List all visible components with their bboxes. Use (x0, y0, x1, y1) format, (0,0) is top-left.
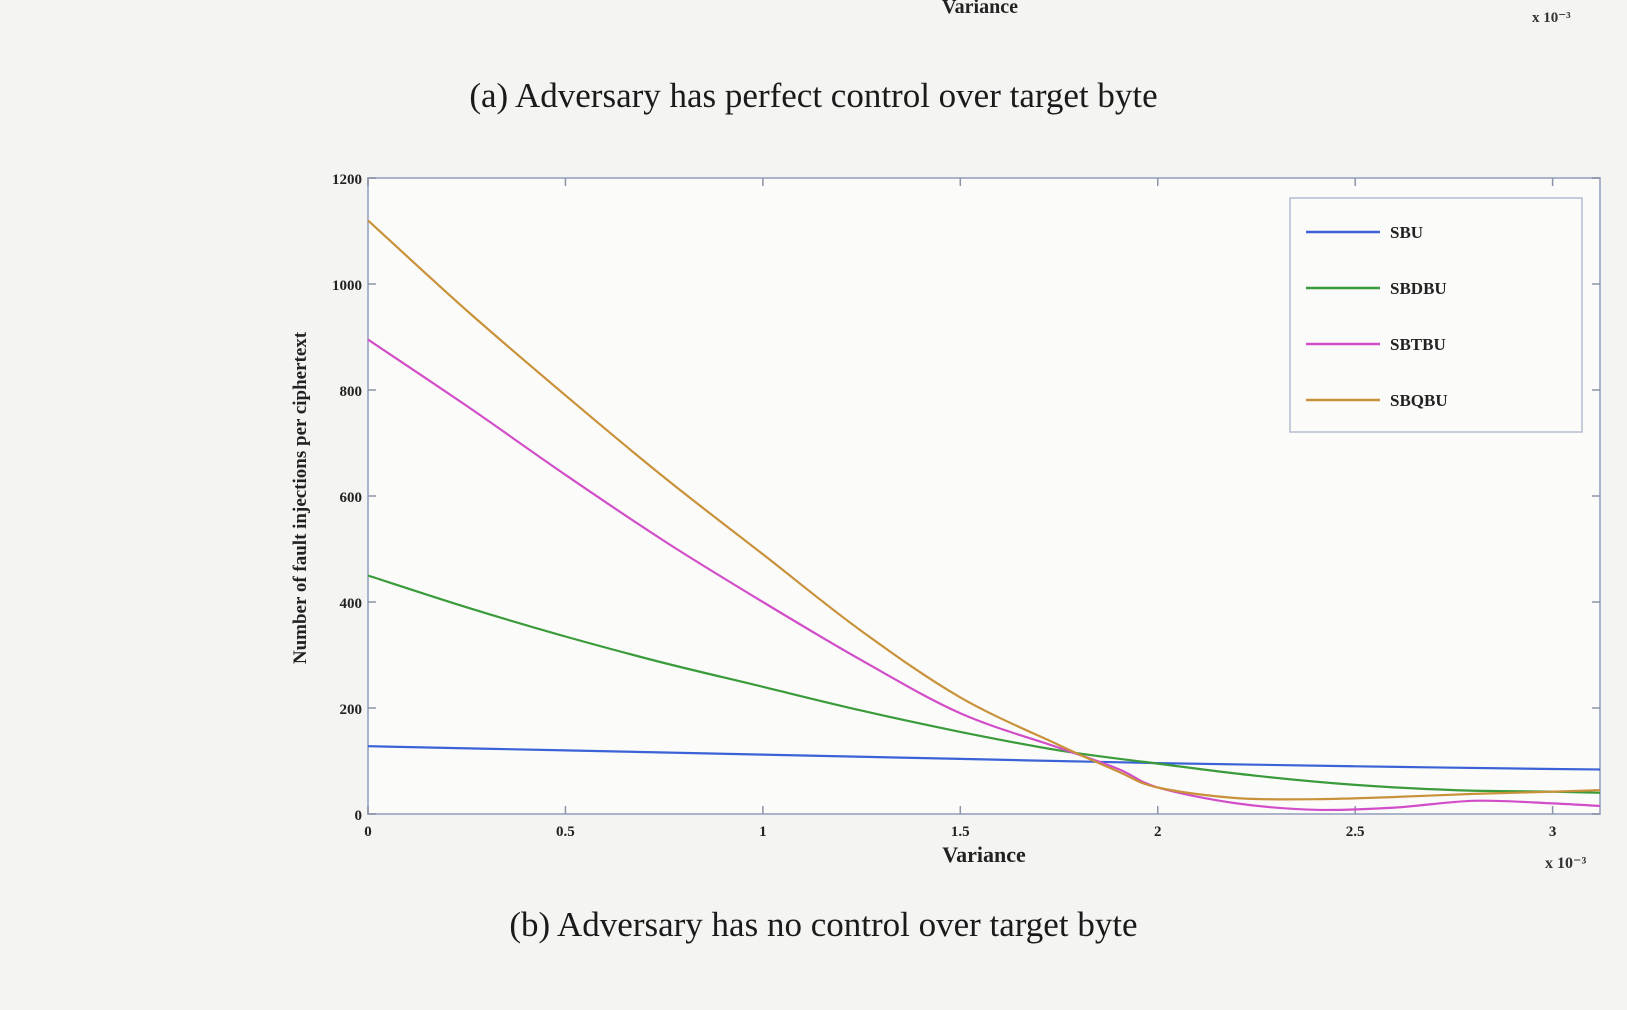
x-tick-label: 0 (364, 824, 372, 840)
y-tick-label: 1200 (332, 172, 362, 188)
legend: SBU SBDBU SBTBU SBQBU (1289, 197, 1583, 433)
y-tick-label: 600 (340, 490, 363, 506)
legend-label-sbu: SBU (1390, 223, 1423, 242)
x-tick-label: 1 (759, 824, 767, 840)
y-tick-label: 0 (355, 808, 363, 824)
x-tick-label: 0.5 (556, 824, 575, 840)
caption-b: (b) Adversary has no control over target… (509, 905, 1138, 944)
y-tick-label: 1000 (332, 278, 362, 294)
y-tick-label: 400 (340, 596, 363, 612)
y-axis-label: Number of fault injections per ciphertex… (290, 331, 311, 664)
series-line-sbtbu (367, 338, 1601, 812)
y-tick-label: 800 (340, 384, 363, 400)
top-chart-xlabel: Variance (942, 0, 1018, 18)
series-lines (367, 219, 1601, 812)
legend-box (1289, 197, 1583, 433)
legend-label-sbtbu: SBTBU (1390, 335, 1446, 354)
x-axis-label: Variance (942, 842, 1026, 867)
legend-label-sbdbu: SBDBU (1390, 279, 1447, 298)
caption-a: (a) Adversary has perfect control over t… (469, 76, 1158, 115)
x-tick-label: 3 (1549, 824, 1557, 840)
x-axis-exponent: x 10⁻³ (1545, 855, 1586, 872)
x-tick-label: 2.5 (1346, 824, 1365, 840)
top-chart-exponent: x 10⁻³ (1532, 10, 1571, 26)
series-line-sbu (367, 745, 1601, 771)
x-ticks: 0 0.5 1 1.5 2 2.5 3 (364, 178, 1556, 840)
x-tick-label: 1.5 (951, 824, 970, 840)
series-line-sbdbu (367, 574, 1601, 794)
y-ticks: 0 200 400 600 800 1000 1200 (332, 172, 1600, 824)
series-line-sbqbu (367, 219, 1601, 801)
legend-label-sbqbu: SBQBU (1390, 391, 1448, 410)
y-tick-label: 200 (340, 702, 363, 718)
x-tick-label: 2 (1154, 824, 1162, 840)
